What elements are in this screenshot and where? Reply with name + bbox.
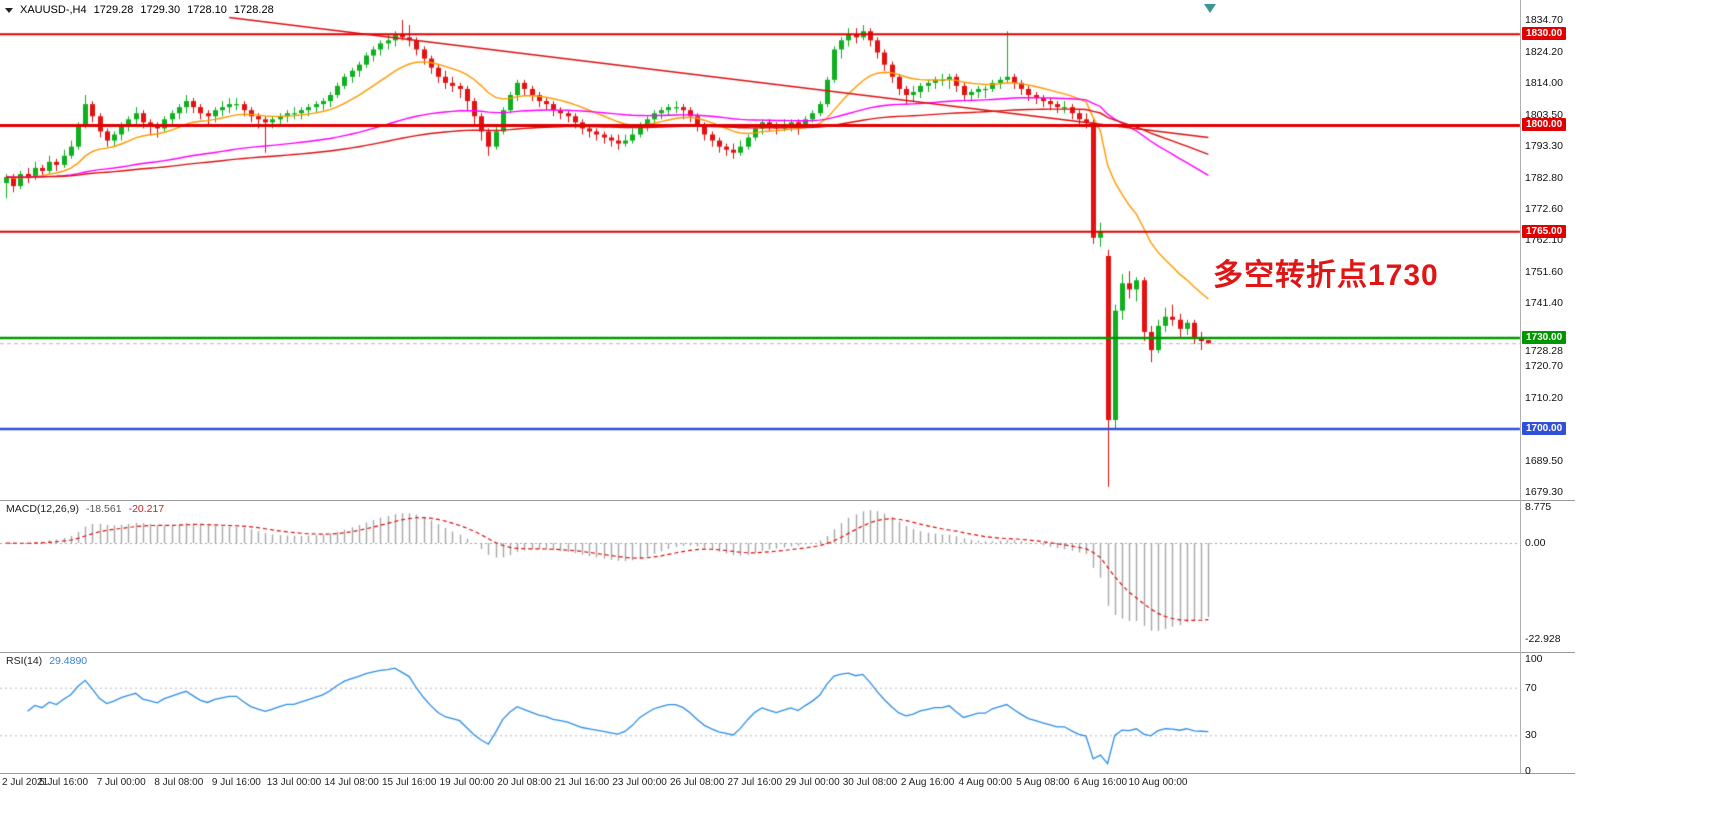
price-level-badge-1700.00: 1700.00 xyxy=(1522,422,1567,436)
macd-signal-value: -20.217 xyxy=(128,503,165,515)
time-axis-label: 7 Jul 00:00 xyxy=(96,777,146,788)
price-axis-label: 1720.70 xyxy=(1525,360,1563,373)
panel-separator-rsi[interactable] xyxy=(0,652,1575,653)
price-axis-label: 1803.50 xyxy=(1525,108,1563,121)
panel-separator-macd[interactable] xyxy=(0,500,1575,501)
rsi-title-label: RSI(14) xyxy=(6,655,43,667)
time-axis-label: 5 Aug 08:00 xyxy=(1016,777,1070,788)
rsi-value: 29.4890 xyxy=(49,655,88,667)
macd-main-value: -18.561 xyxy=(85,503,122,515)
quote-low: 1728.10 xyxy=(187,4,227,16)
price-axis-label: 1689.50 xyxy=(1525,454,1563,467)
price-level-badge-1800.00: 1800.00 xyxy=(1522,118,1567,132)
symbol-dropdown-icon xyxy=(5,7,13,13)
time-axis-label: 20 Jul 08:00 xyxy=(497,777,552,788)
quote-close: 1728.28 xyxy=(233,4,274,16)
time-axis-label: 4 Aug 00:00 xyxy=(958,777,1012,788)
price-axis-label: 1782.80 xyxy=(1525,171,1563,184)
panel-separator-time-axis[interactable] xyxy=(0,773,1575,774)
time-axis-label: 8 Jul 08:00 xyxy=(154,777,204,788)
time-axis-label: 21 Jul 16:00 xyxy=(554,777,610,788)
rsi-axis-label: 70 xyxy=(1525,681,1537,694)
time-axis-label: 19 Jul 00:00 xyxy=(439,777,495,788)
price-level-badge-1830.00: 1830.00 xyxy=(1522,27,1567,41)
time-axis-label: 27 Jul 16:00 xyxy=(727,777,783,788)
rsi-axis-label: 0 xyxy=(1525,765,1531,777)
price-axis-label: 1679.30 xyxy=(1525,485,1563,498)
symbol-timeframe-label: XAUUSD-,H4 xyxy=(20,4,87,16)
time-axis-label: 2 Jul 2021 xyxy=(2,777,49,788)
rsi-axis-label: 100 xyxy=(1525,653,1543,665)
macd-title-label: MACD(12,26,9) xyxy=(6,503,79,515)
chart-shift-marker[interactable] xyxy=(1204,4,1216,13)
symbol-bar: XAUUSD-,H4 1729.28 1729.30 1728.10 1728.… xyxy=(5,4,274,16)
time-axis-label: 15 Jul 16:00 xyxy=(381,777,437,788)
price-axis-label: 1751.60 xyxy=(1525,266,1563,279)
time-axis-label: 9 Jul 16:00 xyxy=(211,777,261,788)
macd-axis-label: -22.928 xyxy=(1525,633,1561,646)
price-axis-label: 1741.40 xyxy=(1525,297,1563,310)
time-axis-label: 2 Aug 16:00 xyxy=(900,777,955,788)
time-axis-label: 26 Jul 08:00 xyxy=(669,777,725,788)
price-axis-label: 1762.10 xyxy=(1525,234,1563,247)
price-axis-label: 1772.60 xyxy=(1525,202,1563,215)
time-axis-label: 13 Jul 00:00 xyxy=(266,777,322,788)
macd-axis-label: 8.775 xyxy=(1525,501,1552,513)
time-axis-label: 5 Jul 16:00 xyxy=(39,777,89,788)
price-level-badge-1765.00: 1765.00 xyxy=(1522,224,1567,238)
price-axis-label: 1814.00 xyxy=(1525,76,1563,89)
time-axis-label: 10 Aug 00:00 xyxy=(1128,777,1188,788)
time-axis-label: 23 Jul 00:00 xyxy=(612,777,667,788)
time-axis-label: 29 Jul 00:00 xyxy=(785,777,840,788)
price-axis-label: 1710.20 xyxy=(1525,392,1563,405)
current-price-label: 1728.28 xyxy=(1525,345,1563,358)
price-axis-label: 1824.20 xyxy=(1525,45,1563,58)
annotation-text: 多空转折点1730 xyxy=(1213,259,1439,292)
time-axis-label: 30 Jul 08:00 xyxy=(842,777,898,788)
time-axis-label: 14 Jul 08:00 xyxy=(324,777,379,788)
rsi-axis-label: 30 xyxy=(1525,729,1537,742)
price-axis-label: 1834.70 xyxy=(1525,14,1563,26)
quote-high: 1729.30 xyxy=(140,4,181,16)
price-level-badge-1730.00: 1730.00 xyxy=(1522,330,1567,344)
price-axis-border xyxy=(1520,0,1521,773)
macd-panel-title: MACD(12,26,9) -18.561 -20.217 xyxy=(6,503,164,515)
macd-axis-label: 0.00 xyxy=(1525,537,1546,549)
time-axis-label: 6 Aug 16:00 xyxy=(1073,777,1128,788)
quote-open: 1729.28 xyxy=(93,4,134,16)
rsi-panel-title: RSI(14) 29.4890 xyxy=(6,655,87,667)
price-axis-label: 1793.30 xyxy=(1525,139,1563,152)
